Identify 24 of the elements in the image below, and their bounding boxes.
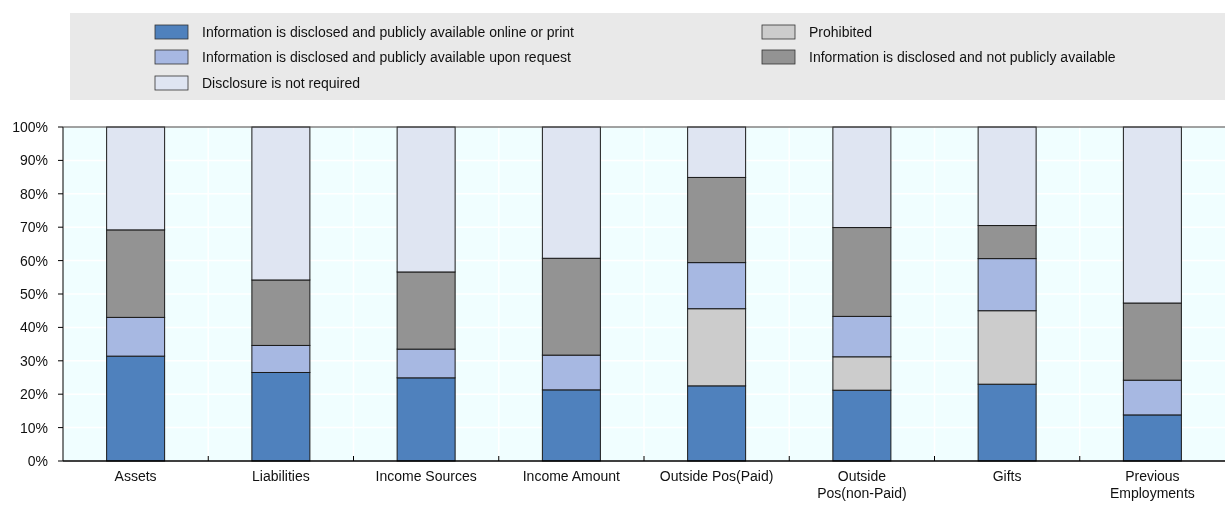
x-tick-label: Gifts	[992, 468, 1022, 484]
legend-label: Prohibited	[809, 24, 873, 40]
y-tick-label: 60%	[19, 252, 48, 269]
legend-label: Information is disclosed and publicly available online or print	[202, 24, 575, 40]
y-tick-label: 0%	[27, 453, 48, 469]
x-tick-label: Income Amount	[522, 468, 621, 484]
y-tick-label: 80%	[19, 185, 48, 202]
x-tick-label: Assets	[114, 468, 157, 484]
y-tick-label: 70%	[19, 219, 48, 236]
legend-label: Information is disclosed and publicly available upon request	[202, 49, 571, 65]
legend-label: Disclosure is not required	[202, 75, 360, 91]
x-tick-label: Outside Pos(non-Paid)	[817, 468, 907, 501]
y-tick-label: 30%	[19, 352, 48, 369]
y-tick-label: 100%	[12, 119, 48, 135]
y-tick-label: 50%	[19, 286, 48, 302]
x-tick-label: Income Sources	[375, 468, 477, 484]
x-tick-label: Liabilities	[252, 468, 310, 484]
y-tick-label: 40%	[19, 319, 48, 336]
legend-label: Information is disclosed and not publicly available	[809, 49, 1116, 65]
x-tick-label: Outside Pos(Paid)	[659, 468, 774, 484]
x-tick-label: Previous Employments	[1109, 468, 1195, 501]
y-tick-label: 10%	[19, 419, 48, 436]
y-tick-label: 20%	[19, 386, 48, 403]
y-tick-label: 90%	[19, 152, 48, 169]
